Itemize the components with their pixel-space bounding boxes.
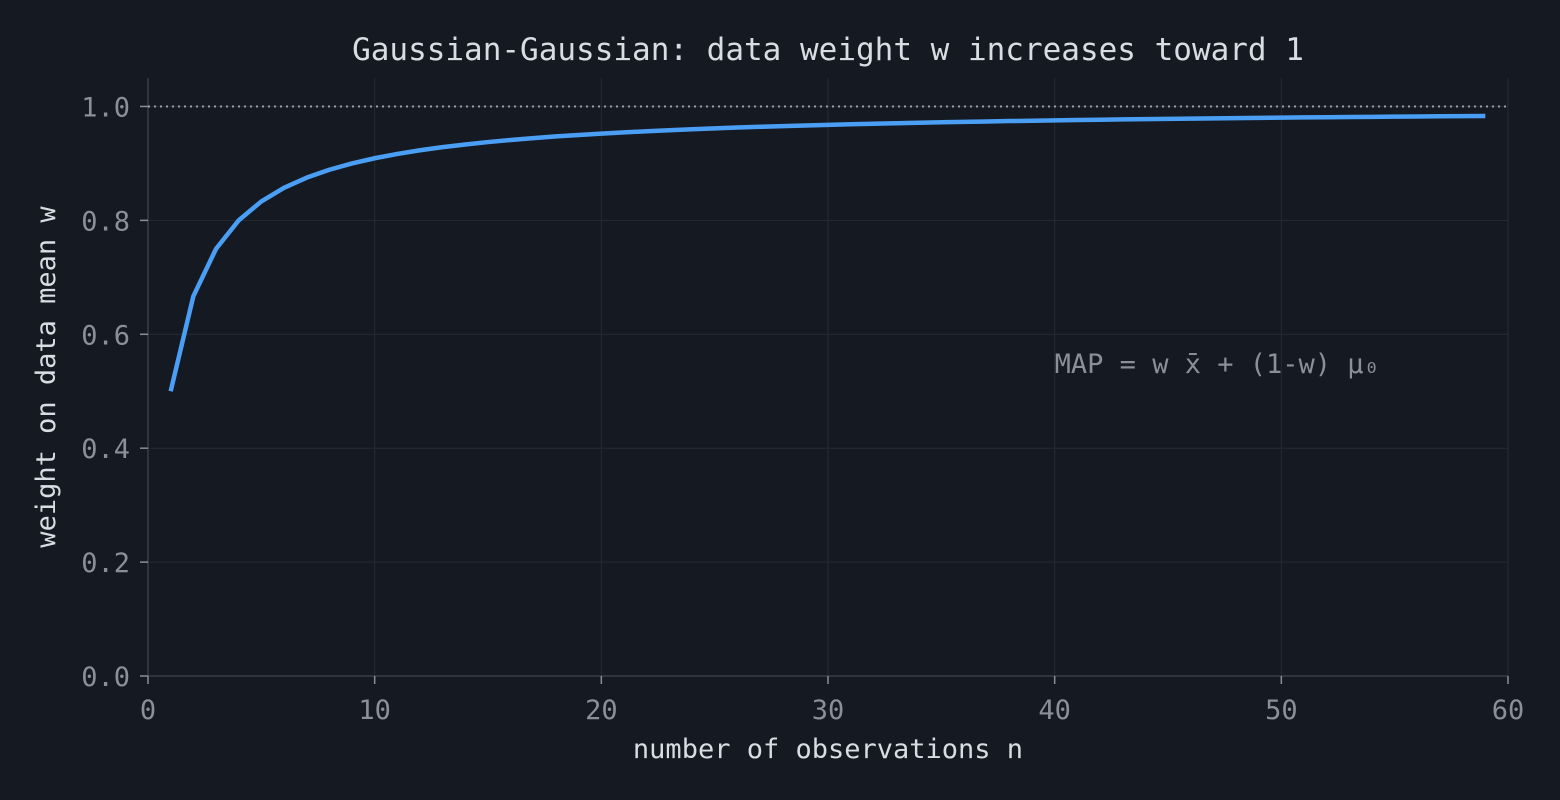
y-tick-label-1: 0.2	[81, 548, 130, 579]
x-axis-label: number of observations n	[633, 734, 1023, 765]
x-tick-label-30: 30	[812, 695, 845, 726]
series-group	[168, 113, 1486, 392]
y-tick-label-4: 0.8	[81, 206, 130, 237]
x-tick-label-60: 60	[1492, 695, 1525, 726]
annotation-map-formula: MAP = w x̄ + (1-w) μ₀	[1055, 349, 1380, 380]
ticks: 0 10 20 30 40 50 60 0.0 0.2 0.4 0.6 0.8 1.0	[81, 92, 1524, 726]
x-tick-label-20: 20	[585, 695, 618, 726]
x-tick-label-50: 50	[1265, 695, 1298, 726]
x-tick-label-0: 0	[140, 695, 156, 726]
x-tick-label-10: 10	[358, 695, 391, 726]
y-tick-label-5: 1.0	[81, 92, 130, 123]
y-tick-label-3: 0.6	[81, 320, 130, 351]
y-tick-label-0: 0.0	[81, 662, 130, 693]
series-line-0	[168, 113, 1486, 392]
x-tick-label-40: 40	[1038, 695, 1071, 726]
y-tick-label-2: 0.4	[81, 434, 130, 465]
y-axis-label: weight on data mean w	[31, 206, 62, 548]
grid	[148, 78, 1509, 676]
chart-title: Gaussian-Gaussian: data weight w increas…	[352, 32, 1304, 68]
